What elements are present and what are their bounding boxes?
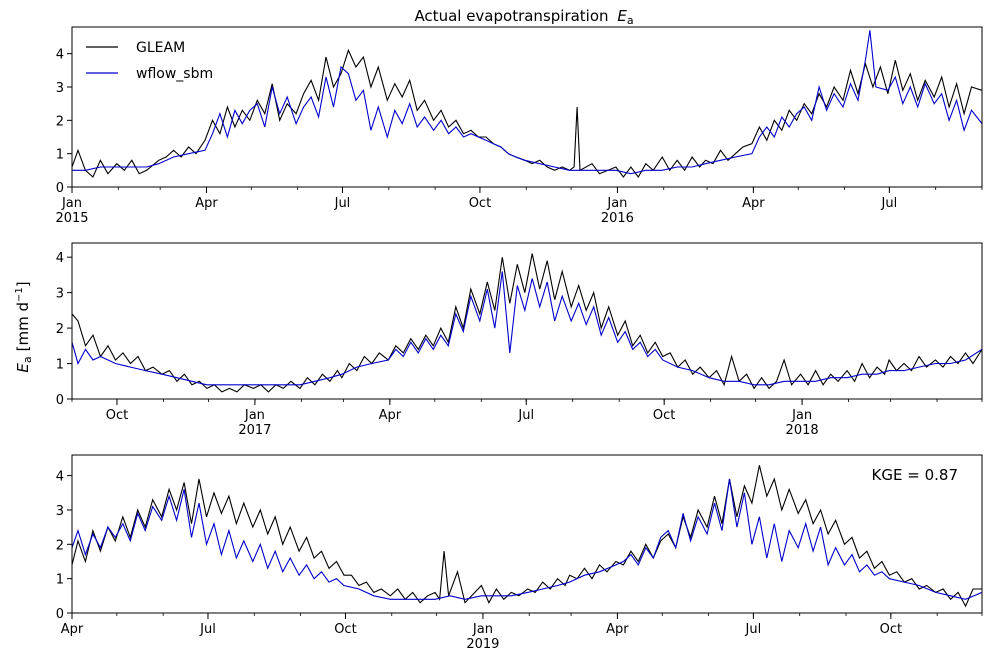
- x-tick-label: Apr: [379, 408, 402, 423]
- x-tick-label: Jul: [745, 622, 762, 637]
- y-tick-label: 4: [56, 251, 64, 266]
- chart-title: Actual evapotranspiration Ea: [414, 7, 633, 27]
- series-line-gleam: [72, 48, 982, 179]
- x-tick-label: Jul: [334, 196, 351, 211]
- x-tick-year-label: 2019: [466, 637, 499, 652]
- y-tick-label: 1: [56, 358, 64, 373]
- axes-frame: [71, 242, 983, 400]
- y-tick-label: 2: [56, 114, 64, 129]
- y-axis-label-exponent: −1: [14, 287, 25, 302]
- x-tick-label: Jan: [61, 196, 82, 211]
- series-line-gleam: [72, 465, 982, 608]
- y-tick-label: 0: [56, 607, 64, 622]
- x-tick-label: Jul: [199, 622, 216, 637]
- x-tick-label: Jan: [606, 196, 627, 211]
- y-tick-label: 2: [56, 538, 64, 553]
- y-axis-label-subscript: a: [21, 356, 34, 363]
- axes-frame: [71, 454, 983, 614]
- y-tick-label: 4: [56, 48, 64, 63]
- chart-title-subscript: a: [627, 14, 634, 27]
- y-tick-label: 1: [56, 148, 64, 163]
- x-tick-label: Oct: [880, 622, 902, 637]
- y-tick-label: 3: [56, 81, 64, 96]
- x-tick-label: Jan: [791, 408, 812, 423]
- y-tick-label: 2: [56, 322, 64, 337]
- x-tick-label: Apr: [195, 196, 218, 211]
- x-tick-label: Oct: [106, 408, 128, 423]
- y-axis-label: Ea [mm d−1]: [14, 281, 34, 372]
- y-tick-label: 3: [56, 504, 64, 519]
- series-line-gleam: [72, 253, 982, 393]
- x-tick-label: Oct: [334, 622, 356, 637]
- x-tick-year-label: 2017: [238, 423, 271, 438]
- x-tick-label: Jul: [517, 408, 534, 423]
- y-axis-label-unit: [mm d: [14, 302, 32, 351]
- x-tick-label: Oct: [653, 408, 675, 423]
- x-tick-label: Apr: [606, 622, 629, 637]
- legend: GLEAM wflow_sbm: [86, 40, 213, 82]
- y-axis-label-symbol: E: [14, 363, 32, 373]
- x-tick-year-label: 2015: [55, 211, 88, 226]
- y-tick-label: 0: [56, 181, 64, 196]
- x-tick-label: Jul: [881, 196, 898, 211]
- x-tick-label: Jan: [244, 408, 265, 423]
- y-tick-label: 4: [56, 470, 64, 485]
- y-tick-label: 3: [56, 287, 64, 302]
- x-tick-label: Apr: [61, 622, 84, 637]
- chart-title-symbol: E: [617, 7, 627, 25]
- legend-entry-wflow: wflow_sbm: [136, 66, 213, 82]
- series-line-wflow-sbm: [72, 478, 982, 600]
- series-line-wflow-sbm: [72, 271, 982, 386]
- y-tick-label: 0: [56, 393, 64, 408]
- legend-entry-gleam: GLEAM: [136, 40, 185, 56]
- x-tick-label: Oct: [469, 196, 491, 211]
- x-tick-label: Apr: [742, 196, 765, 211]
- y-tick-label: 1: [56, 573, 64, 588]
- chart-title-text: Actual evapotranspiration: [414, 7, 608, 25]
- x-tick-year-label: 2016: [601, 211, 634, 226]
- kge-annotation: KGE = 0.87: [872, 466, 958, 484]
- y-axis-label-close: ]: [14, 281, 32, 287]
- x-tick-year-label: 2018: [786, 423, 819, 438]
- x-tick-label: Jan: [472, 622, 493, 637]
- axes-frame: [71, 26, 983, 188]
- series-line-wflow-sbm: [72, 30, 982, 175]
